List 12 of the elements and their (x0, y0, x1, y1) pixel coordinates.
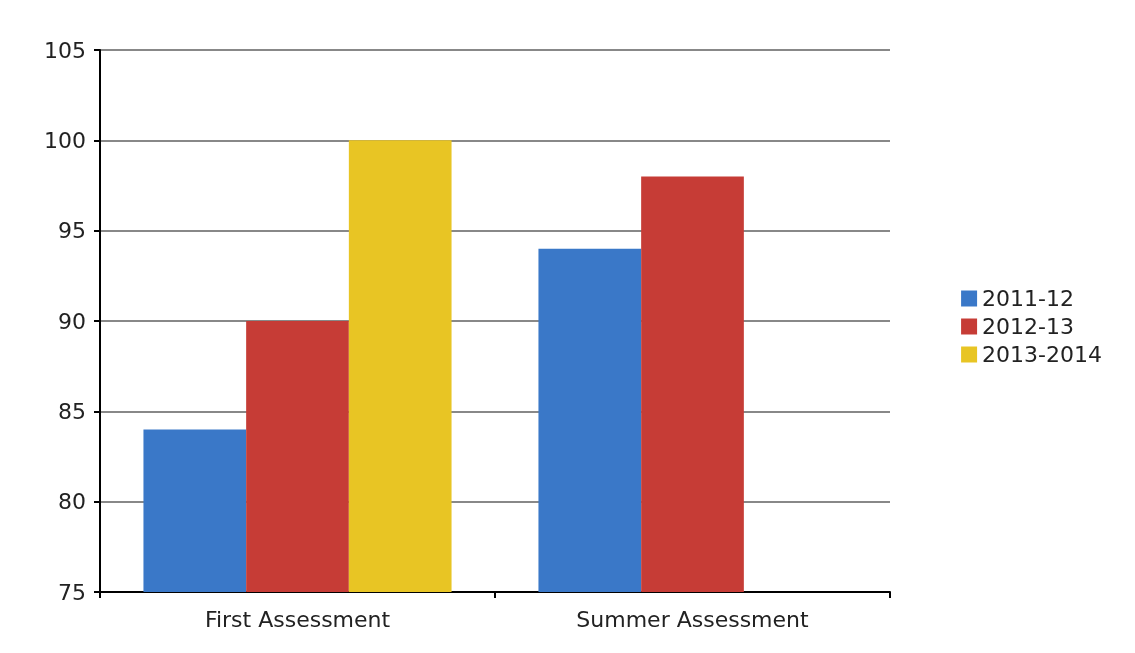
x-tick-label: Summer Assessment (576, 606, 810, 632)
y-tick-label: 95 (58, 218, 86, 244)
y-tick-label: 80 (58, 489, 86, 515)
legend-label: 2013-2014 (982, 342, 1103, 367)
y-tick-label: 100 (44, 127, 86, 153)
y-tick-label: 90 (58, 308, 86, 334)
legend-label: 2011-12 (982, 286, 1075, 311)
y-tick-label: 105 (44, 37, 86, 63)
legend-label: 2012-13 (982, 314, 1075, 339)
y-tick-label: 85 (58, 398, 86, 424)
y-tick-label: 75 (58, 579, 86, 605)
x-tick-label: First Assessment (204, 606, 391, 632)
